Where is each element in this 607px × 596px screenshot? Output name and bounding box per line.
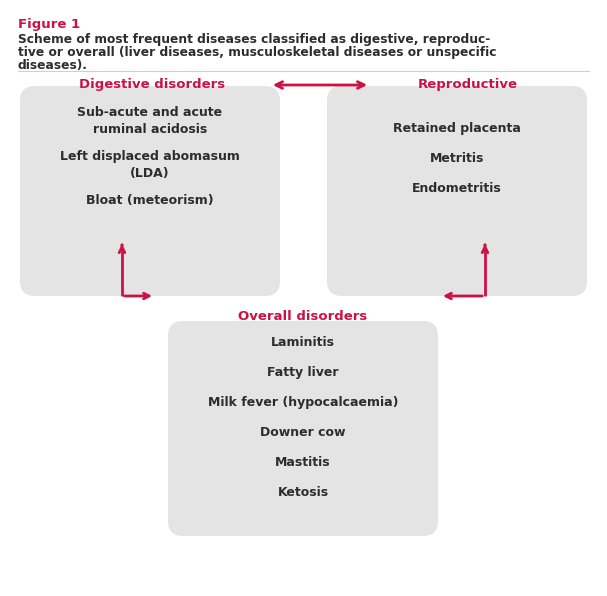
Text: Milk fever (hypocalcaemia): Milk fever (hypocalcaemia) — [208, 396, 398, 409]
Text: Reproductive: Reproductive — [418, 78, 518, 91]
Text: Downer cow: Downer cow — [260, 426, 346, 439]
FancyBboxPatch shape — [327, 86, 587, 296]
Text: Digestive disorders: Digestive disorders — [79, 78, 225, 91]
Text: Laminitis: Laminitis — [271, 336, 335, 349]
Text: Ketosis: Ketosis — [277, 486, 328, 499]
Text: Figure 1: Figure 1 — [18, 18, 80, 31]
Text: Mastitis: Mastitis — [275, 456, 331, 469]
Text: Retained placenta: Retained placenta — [393, 122, 521, 135]
Text: Endometritis: Endometritis — [412, 182, 502, 195]
Text: Scheme of most frequent diseases classified as digestive, reproduc-: Scheme of most frequent diseases classif… — [18, 33, 490, 46]
FancyBboxPatch shape — [20, 86, 280, 296]
Text: tive or overall (liver diseases, musculoskeletal diseases or unspecific: tive or overall (liver diseases, musculo… — [18, 46, 497, 59]
Text: Left displaced abomasum
(LDA): Left displaced abomasum (LDA) — [60, 150, 240, 180]
FancyBboxPatch shape — [168, 321, 438, 536]
Text: Fatty liver: Fatty liver — [267, 366, 339, 379]
Text: Metritis: Metritis — [430, 152, 484, 165]
Text: Overall disorders: Overall disorders — [239, 310, 368, 323]
Text: Sub-acute and acute
ruminal acidosis: Sub-acute and acute ruminal acidosis — [78, 106, 223, 136]
Text: diseases).: diseases). — [18, 59, 88, 72]
Text: Bloat (meteorism): Bloat (meteorism) — [86, 194, 214, 207]
